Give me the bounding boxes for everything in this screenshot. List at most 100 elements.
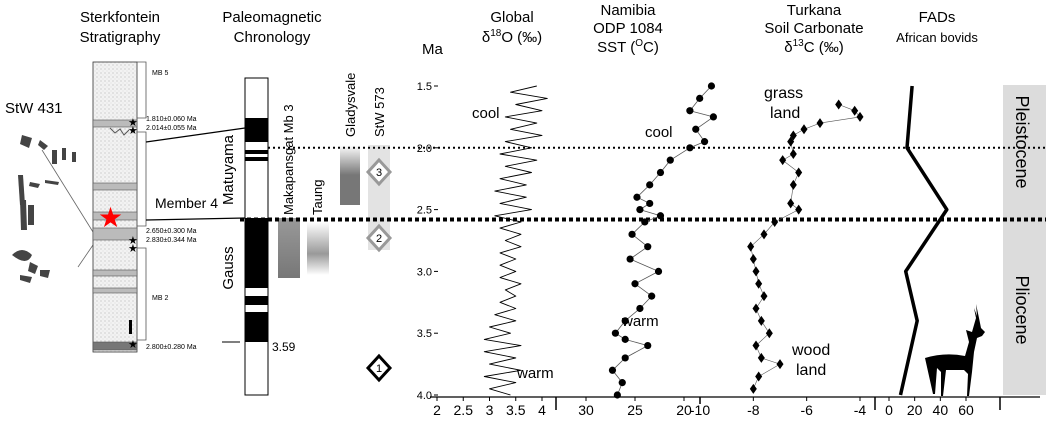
panel-title: Turkana bbox=[787, 2, 842, 19]
data-point bbox=[633, 193, 641, 201]
data-line bbox=[750, 104, 861, 389]
data-point bbox=[707, 82, 716, 90]
date-stars: ★★★★★ bbox=[128, 117, 138, 351]
site-range bbox=[340, 145, 360, 205]
x-tick-label: 4 bbox=[538, 402, 546, 418]
data-point bbox=[656, 212, 665, 220]
annotation: grass bbox=[764, 85, 803, 102]
x-tick-label: 40 bbox=[933, 402, 949, 418]
data-point bbox=[760, 229, 768, 240]
site-label: Taung bbox=[310, 180, 325, 215]
marker-label: 3 bbox=[376, 167, 382, 179]
data-point bbox=[779, 155, 787, 166]
data-point bbox=[621, 354, 629, 362]
x-tick-label: -4 bbox=[854, 402, 867, 418]
data-point bbox=[789, 179, 797, 190]
chron-label: Gauss bbox=[220, 246, 237, 289]
data-point bbox=[789, 148, 797, 159]
data-point bbox=[749, 254, 757, 265]
data-point bbox=[755, 278, 763, 289]
data-point bbox=[611, 329, 620, 337]
data-point bbox=[856, 111, 864, 122]
x-tick-label: 0 bbox=[885, 402, 893, 418]
x-tick-label: -6 bbox=[800, 402, 813, 418]
fossil-sketch bbox=[12, 135, 76, 283]
site-range bbox=[278, 218, 300, 278]
annotation: warm bbox=[621, 313, 659, 330]
data-point bbox=[771, 216, 779, 227]
x-tick-label: 60 bbox=[958, 402, 974, 418]
member-brackets bbox=[137, 61, 147, 341]
data-point bbox=[747, 241, 755, 252]
strat-title: Stratigraphy bbox=[80, 29, 161, 46]
svg-text:★: ★ bbox=[128, 243, 138, 255]
data-point bbox=[636, 304, 644, 313]
y-tick-label: 3.5 bbox=[417, 328, 432, 340]
data-point bbox=[749, 383, 757, 394]
data-point bbox=[641, 218, 649, 226]
site-label: Gladysvale bbox=[343, 73, 358, 137]
member-label: Member 4 bbox=[155, 195, 218, 211]
data-point bbox=[646, 181, 654, 189]
date-label: 2.650±0.300 Ma bbox=[146, 228, 197, 235]
data-point bbox=[626, 255, 634, 263]
panel-title: δ18O (‰) bbox=[482, 28, 542, 46]
x-tick-label: 25 bbox=[627, 402, 643, 418]
data-point bbox=[644, 243, 652, 251]
site-range bbox=[307, 222, 329, 275]
data-line bbox=[483, 85, 548, 396]
data-point bbox=[709, 113, 718, 121]
data-point bbox=[752, 303, 760, 314]
member-label: MB 2 bbox=[152, 295, 168, 302]
data-point bbox=[618, 379, 626, 387]
data-point bbox=[800, 124, 808, 135]
specimen-star: ★ bbox=[98, 202, 123, 233]
data-point bbox=[654, 267, 663, 275]
strat-beds bbox=[92, 119, 138, 351]
epoch-label: Pleistocene bbox=[1012, 95, 1032, 188]
panel-title: SST (OC) bbox=[597, 38, 659, 56]
panel-title: Soil Carbonate bbox=[764, 20, 863, 37]
date-label: 1.810±0.060 Ma bbox=[146, 116, 197, 123]
panel-title: Global bbox=[490, 9, 533, 26]
data-point bbox=[776, 359, 784, 370]
site-label: Makapansgat Mb 3 bbox=[281, 104, 296, 215]
paleomag-title: Chronology bbox=[234, 29, 311, 46]
data-point bbox=[816, 118, 824, 129]
marker-label: 2 bbox=[376, 233, 382, 245]
panel-title: FADs bbox=[919, 9, 956, 26]
data-point bbox=[646, 199, 654, 208]
data-point bbox=[621, 335, 629, 343]
data-point bbox=[835, 99, 843, 110]
data-point bbox=[628, 230, 636, 238]
x-tick-label: 3.5 bbox=[506, 402, 526, 418]
x-tick-label: 3 bbox=[486, 402, 494, 418]
data-point bbox=[700, 138, 709, 146]
site-marker bbox=[365, 157, 393, 383]
x-tick-label: 20 bbox=[676, 402, 692, 418]
connector bbox=[77, 244, 94, 268]
date-label: 2.014±0.055 Ma bbox=[146, 125, 197, 132]
breccia bbox=[109, 127, 130, 136]
chron-label: Matuyama bbox=[220, 134, 237, 205]
data-point bbox=[648, 292, 656, 300]
epoch-label: Pliocene bbox=[1012, 275, 1032, 344]
data-point bbox=[696, 94, 704, 102]
paleomag-title: Paleomagnetic bbox=[222, 9, 322, 26]
site-label: StW 573 bbox=[372, 87, 387, 137]
data-point bbox=[752, 266, 760, 277]
data-point bbox=[755, 371, 763, 382]
member-label: MB 5 bbox=[152, 70, 168, 77]
x-tick-label: 30 bbox=[578, 402, 594, 418]
bovid-icon bbox=[925, 304, 985, 396]
y-tick-label: 3.0 bbox=[417, 266, 432, 278]
data-point bbox=[787, 136, 795, 147]
panel-title: δ13C (‰) bbox=[784, 38, 843, 56]
correlation-line bbox=[145, 217, 246, 221]
data-point bbox=[757, 315, 765, 326]
data-point bbox=[752, 340, 760, 351]
data-line bbox=[898, 85, 949, 396]
marker-label: 1 bbox=[376, 363, 382, 375]
correlation-line bbox=[145, 127, 246, 143]
data-point bbox=[765, 328, 773, 339]
